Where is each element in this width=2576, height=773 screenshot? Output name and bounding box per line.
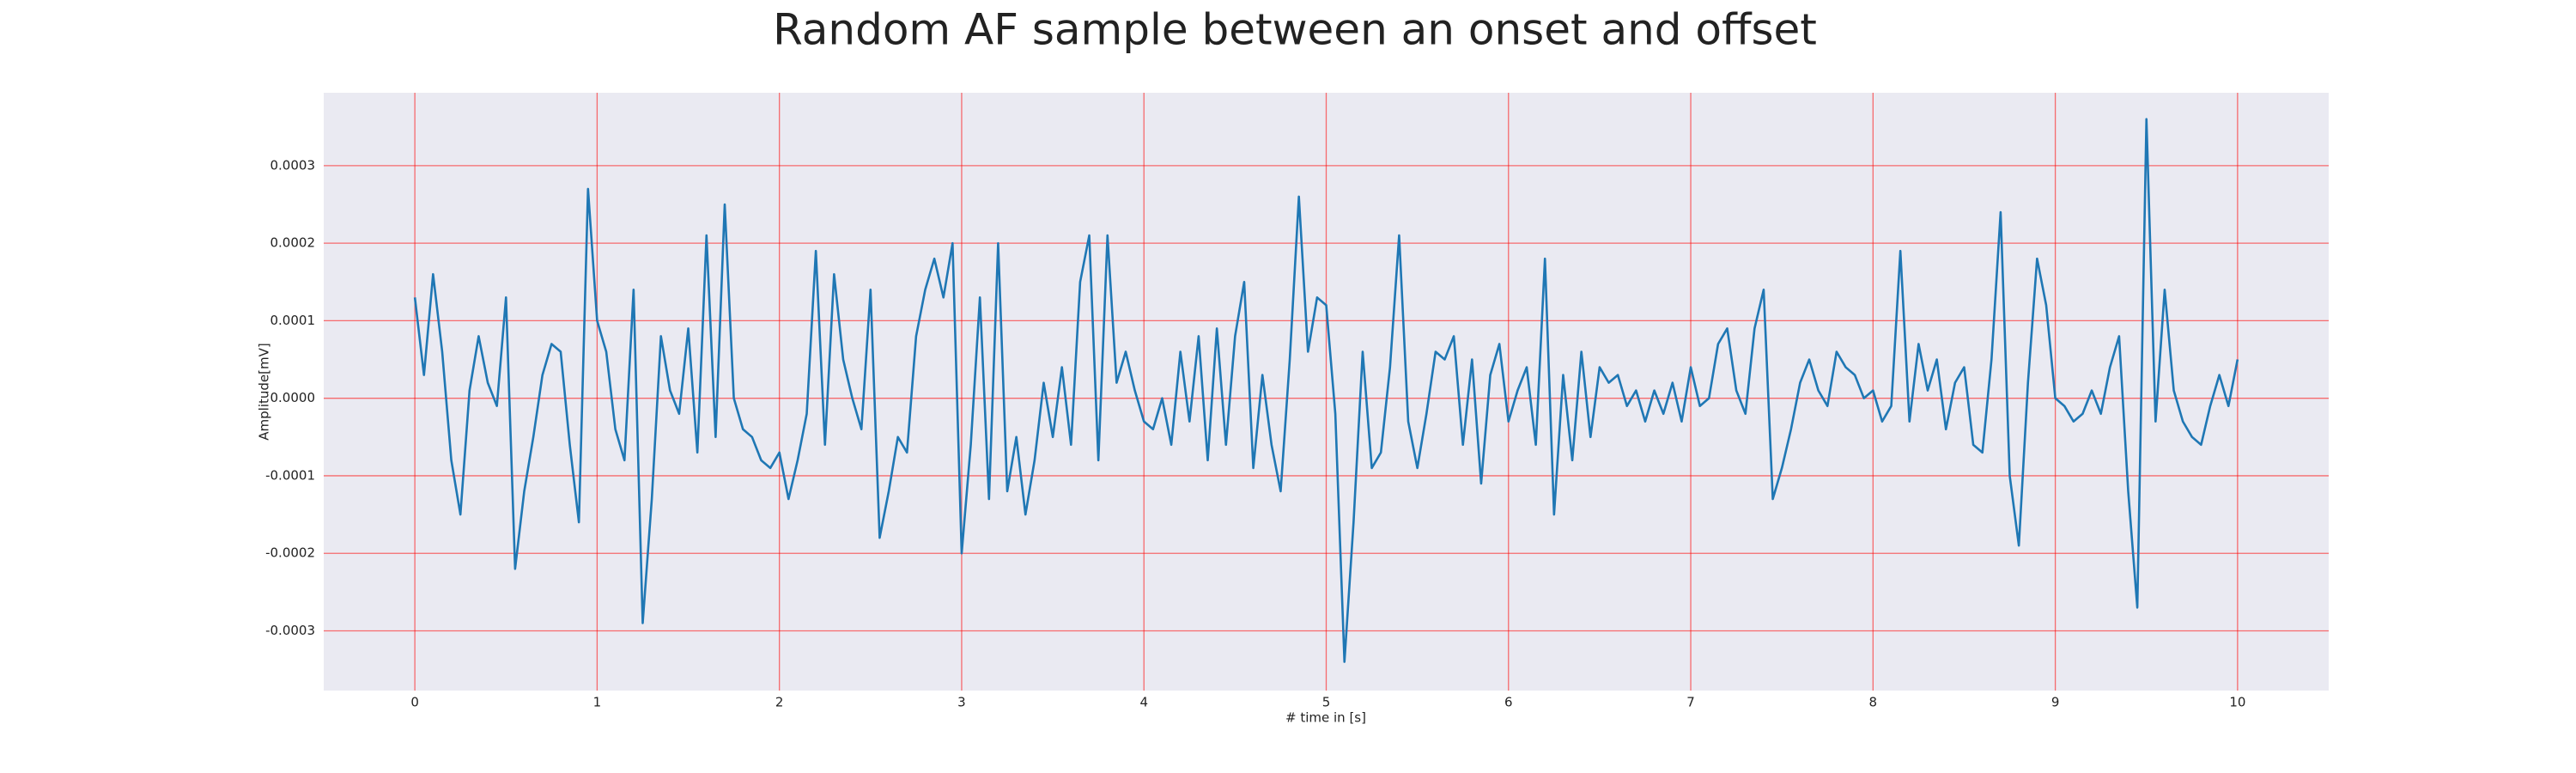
x-tick-label: 10 [2229, 695, 2245, 710]
x-axis-label: # time in [s] [1285, 710, 1366, 726]
x-tick-label: 8 [1869, 695, 1878, 710]
y-tick-label: -0.0003 [265, 623, 315, 638]
x-tick-label: 6 [1504, 695, 1513, 710]
signal-line [413, 118, 2239, 663]
x-tick-label: 9 [2051, 695, 2060, 710]
x-tick-label: 1 [593, 695, 602, 710]
chart-title: Random AF sample between an onset and of… [773, 5, 1817, 55]
x-tick-label: 2 [775, 695, 784, 710]
y-tick-label: 0.0003 [270, 157, 316, 173]
y-tick-label: -0.0002 [265, 545, 315, 561]
y-tick-label: -0.0001 [265, 467, 315, 483]
y-axis-label: Amplitude[mV] [257, 343, 272, 440]
x-tick-label: 0 [410, 695, 419, 710]
x-tick-label: 4 [1139, 695, 1148, 710]
y-tick-label: 0.0000 [270, 390, 316, 405]
x-tick-label: 5 [1322, 695, 1331, 710]
x-tick-label: 7 [1686, 695, 1695, 710]
y-tick-label: 0.0002 [270, 235, 316, 251]
x-tick-label: 3 [957, 695, 966, 710]
y-tick-label: 0.0001 [270, 313, 316, 328]
